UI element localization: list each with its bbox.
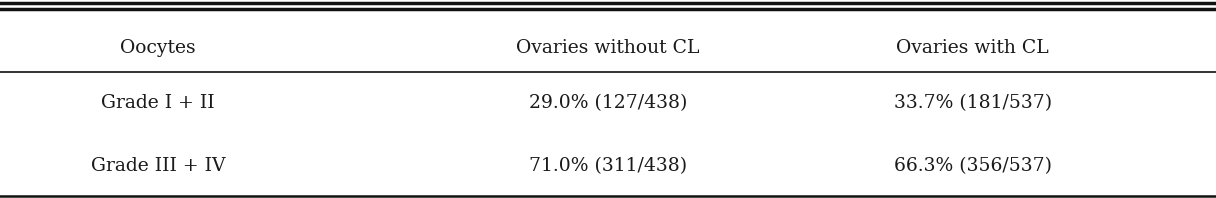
Text: Ovaries without CL: Ovaries without CL bbox=[517, 39, 699, 56]
Text: 66.3% (356/537): 66.3% (356/537) bbox=[894, 157, 1052, 175]
Text: Oocytes: Oocytes bbox=[120, 39, 196, 56]
Text: 71.0% (311/438): 71.0% (311/438) bbox=[529, 157, 687, 175]
Text: Ovaries with CL: Ovaries with CL bbox=[896, 39, 1049, 56]
Text: Grade I + II: Grade I + II bbox=[101, 94, 215, 112]
Text: Grade III + IV: Grade III + IV bbox=[91, 157, 225, 175]
Text: 29.0% (127/438): 29.0% (127/438) bbox=[529, 94, 687, 112]
Text: 33.7% (181/537): 33.7% (181/537) bbox=[894, 94, 1052, 112]
